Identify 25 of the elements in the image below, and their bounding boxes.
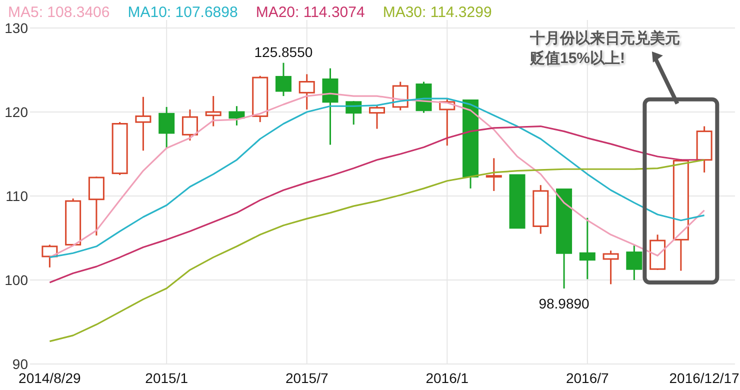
- x-tick-label: 2014/8/29: [18, 370, 82, 386]
- y-tick-label: 100: [4, 272, 28, 288]
- candlestick: [205, 95, 222, 128]
- candlestick: [158, 106, 175, 149]
- text: MA10: 107.6898: [128, 4, 238, 21]
- text: MA30: 114.3299: [382, 4, 492, 21]
- x-tick-label: 2016/1: [426, 370, 469, 386]
- candlestick: [486, 157, 502, 192]
- candlestick: [298, 73, 315, 110]
- annotation: 十月份以来日元兑美元贬值15%以上!: [530, 29, 681, 69]
- x-tick-label: 2016/7: [566, 370, 610, 386]
- candlestick: [322, 68, 338, 146]
- y-tick-label: 110: [6, 188, 28, 204]
- y-tick-label: 130: [4, 20, 28, 36]
- text: MA5: 108.3406: [8, 4, 110, 21]
- x-tick-label: 2016/12/17: [669, 370, 740, 386]
- x-tick-label: 2015/7: [285, 370, 328, 386]
- text: MA20: 114.3074: [256, 4, 365, 21]
- y-tick-label: 90: [12, 356, 28, 372]
- annotation: 125.8550: [254, 44, 313, 60]
- candlestick: [135, 96, 152, 152]
- annotation: 98.9890: [538, 295, 590, 312]
- x-tick-label: 2015/1: [145, 370, 188, 386]
- candlestick: [579, 217, 596, 280]
- y-tick-label: 120: [4, 104, 28, 120]
